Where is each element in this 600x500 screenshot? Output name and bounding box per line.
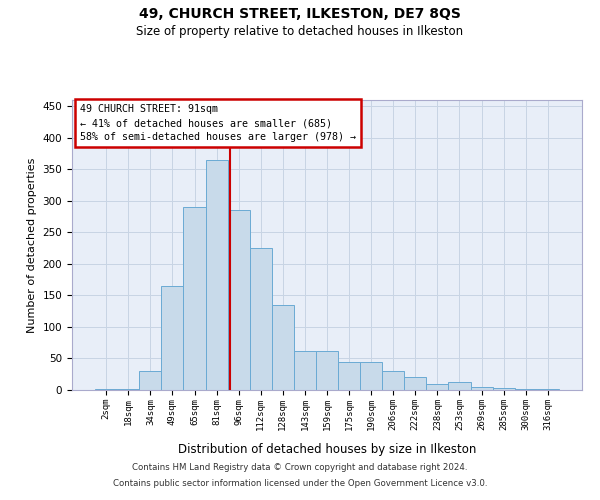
Text: 49, CHURCH STREET, ILKESTON, DE7 8QS: 49, CHURCH STREET, ILKESTON, DE7 8QS <box>139 8 461 22</box>
Text: Distribution of detached houses by size in Ilkeston: Distribution of detached houses by size … <box>178 442 476 456</box>
Bar <box>95 388 117 390</box>
Text: Size of property relative to detached houses in Ilkeston: Size of property relative to detached ho… <box>136 25 464 38</box>
Bar <box>227 210 250 390</box>
Bar <box>139 371 161 390</box>
Bar <box>272 305 294 390</box>
Bar <box>515 388 537 390</box>
Y-axis label: Number of detached properties: Number of detached properties <box>27 158 37 332</box>
Bar <box>427 384 448 390</box>
Text: 49 CHURCH STREET: 91sqm
← 41% of detached houses are smaller (685)
58% of semi-d: 49 CHURCH STREET: 91sqm ← 41% of detache… <box>80 104 356 142</box>
Bar <box>360 362 382 390</box>
Bar <box>382 371 404 390</box>
Bar <box>184 207 206 390</box>
Bar <box>493 388 515 390</box>
Bar <box>448 382 470 390</box>
Text: Contains public sector information licensed under the Open Government Licence v3: Contains public sector information licen… <box>113 478 487 488</box>
Text: Contains HM Land Registry data © Crown copyright and database right 2024.: Contains HM Land Registry data © Crown c… <box>132 464 468 472</box>
Bar <box>117 388 139 390</box>
Bar <box>316 351 338 390</box>
Bar <box>470 387 493 390</box>
Bar <box>250 248 272 390</box>
Bar <box>161 286 184 390</box>
Bar <box>404 377 427 390</box>
Bar <box>338 362 360 390</box>
Bar <box>206 160 227 390</box>
Bar <box>294 351 316 390</box>
